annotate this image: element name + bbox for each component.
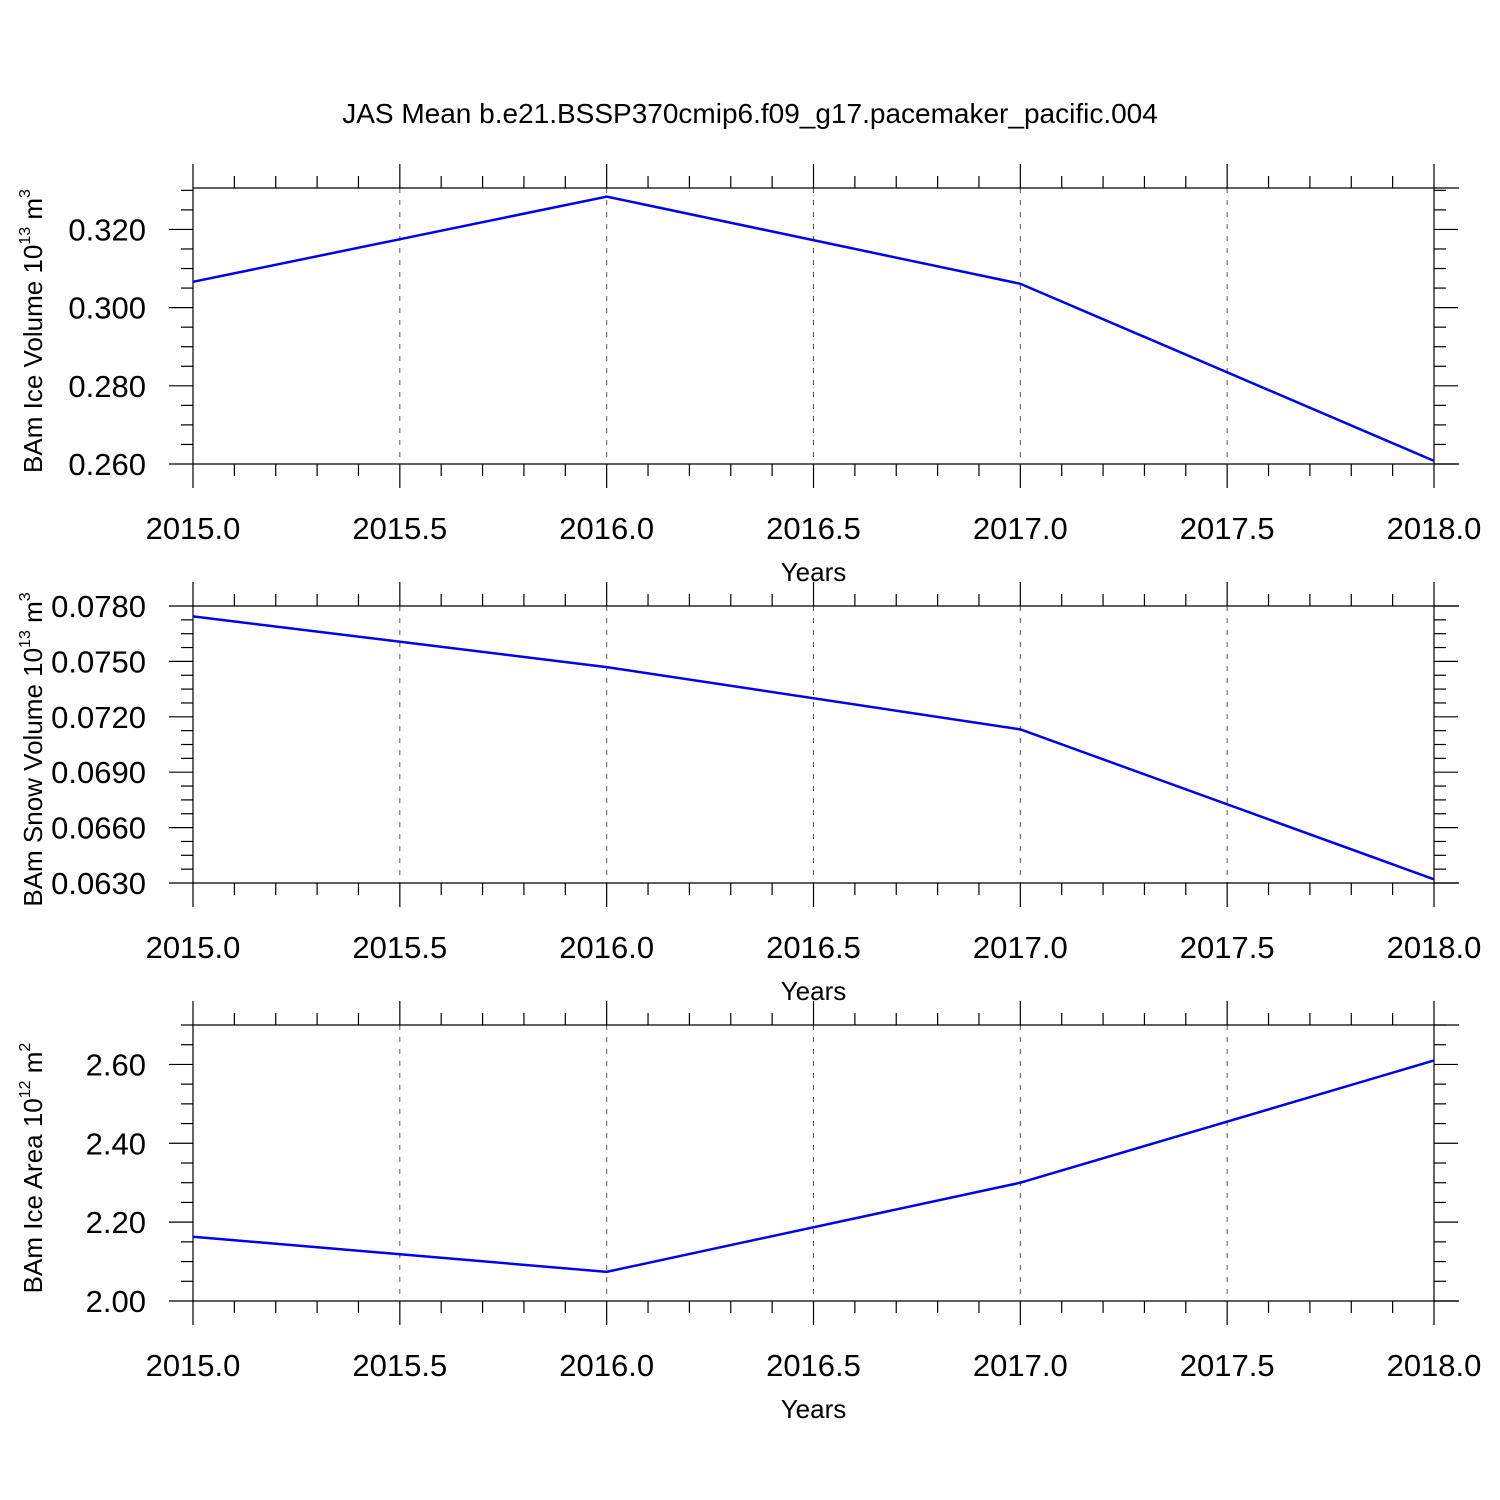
y-axis-title-unit: m: [18, 1052, 48, 1081]
y-axis-title-text: BAm Ice Volume 10: [18, 245, 48, 473]
x-tick-label: 2016.5: [766, 1348, 861, 1383]
panel-2: 2015.0 2015.5 2016.0 2016.5 2017.0 2017.5 2018…: [17, 582, 1481, 1006]
y-axis-title-text: BAm Snow Volume 10: [18, 648, 48, 907]
x-axis-title: Years: [781, 1394, 847, 1424]
x-tick-label: 2015.0: [146, 930, 241, 965]
y-tick-label: 2.00: [86, 1284, 146, 1319]
x-tick-label: 2016.0: [559, 1348, 654, 1383]
x-tick-label: 2015.0: [146, 1348, 241, 1383]
panel-3: 2015.0 2015.5 2016.0 2016.5 2017.0 2017.5 2018…: [17, 1001, 1481, 1424]
chart-title: JAS Mean b.e21.BSSP370cmip6.f09_g17.pace…: [342, 98, 1158, 129]
x-tick-label: 2017.5: [1180, 511, 1275, 546]
x-tick-label: 2015.5: [352, 1348, 447, 1383]
y-tick-label: 0.0780: [51, 589, 146, 624]
x-tick-label: 2016.5: [766, 511, 861, 546]
x-tick-label: 2016.0: [559, 930, 654, 965]
y-axis-title-exponent: 13: [17, 630, 34, 648]
y-tick-label: 0.300: [68, 291, 146, 326]
y-tick-label: 0.0630: [51, 866, 146, 901]
y-axis-title-text: BAm Ice Area 10: [18, 1098, 48, 1293]
series-line: [192, 1059, 1435, 1274]
y-tick-label: 0.260: [68, 447, 146, 482]
y-axis-title: BAm Snow Volume 1013 m3: [17, 592, 48, 906]
y-tick-label: 0.0660: [51, 811, 146, 846]
x-tick-label: 2015.5: [352, 511, 447, 546]
y-tick-label: 2.60: [86, 1047, 146, 1082]
x-tick-label: 2017.0: [973, 511, 1068, 546]
x-tick-label: 2018.0: [1387, 511, 1482, 546]
y-tick-label: 0.0750: [51, 644, 146, 679]
x-tick-label: 2016.0: [559, 511, 654, 546]
y-tick-label: 2.20: [86, 1205, 146, 1240]
series-line: [192, 615, 1435, 881]
y-tick-label: 0.0720: [51, 700, 146, 735]
y-axis-title: BAm Ice Area 1012 m2: [17, 1043, 48, 1294]
x-tick-label: 2017.0: [973, 930, 1068, 965]
x-tick-label: 2017.5: [1180, 930, 1275, 965]
y-axis-title-exponent: 12: [17, 1080, 34, 1098]
x-tick-label: 2015.0: [146, 511, 241, 546]
x-tick-label: 2017.0: [973, 1348, 1068, 1383]
y-axis-title-unit: m: [18, 198, 48, 227]
y-axis-title-exponent: 13: [17, 227, 34, 245]
y-axis-title-unit-exponent: 3: [17, 189, 34, 198]
y-axis-title-unit: m: [18, 601, 48, 630]
y-axis-title-unit-exponent: 3: [17, 592, 34, 601]
panel-1: 2015.0 2015.5 2016.0 2016.5 2017.0 2017.5 2018…: [17, 164, 1481, 587]
y-axis-title: BAm Ice Volume 1013 m3: [17, 189, 48, 473]
x-tick-label: 2015.5: [352, 930, 447, 965]
y-tick-label: 0.0690: [51, 755, 146, 790]
x-tick-label: 2016.5: [766, 930, 861, 965]
x-tick-label: 2017.5: [1180, 1348, 1275, 1383]
series-line: [192, 195, 1435, 463]
y-tick-label: 2.40: [86, 1126, 146, 1161]
y-tick-label: 0.280: [68, 369, 146, 404]
y-tick-label: 0.320: [68, 212, 146, 247]
x-tick-label: 2018.0: [1387, 930, 1482, 965]
x-tick-label: 2018.0: [1387, 1348, 1482, 1383]
y-axis-title-unit-exponent: 2: [17, 1043, 34, 1052]
